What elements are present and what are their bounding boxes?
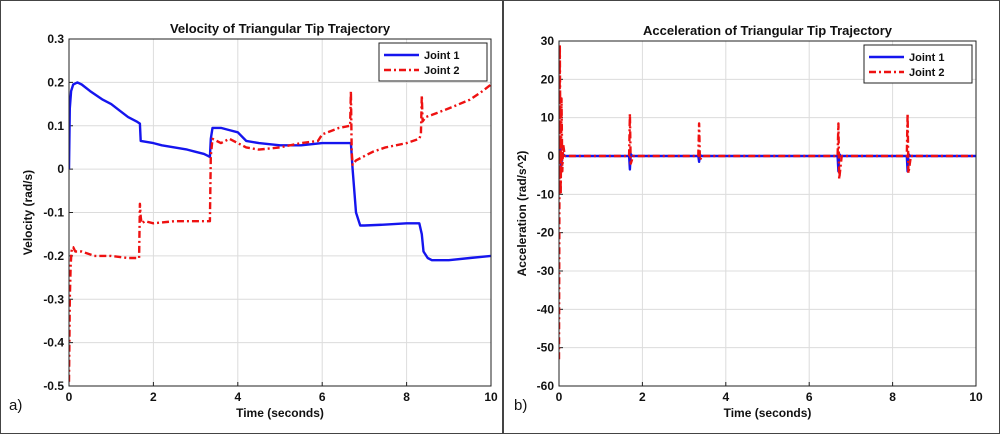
velocity-chart: 0 2 4 6 8 10 -0.5 -0.4 -0.3 -0.2 -0.1 0 0.1 0.2 0.3 Vel… <box>21 21 498 420</box>
chart1-x-tick-label: 2 <box>639 390 646 404</box>
chart0-axes-frame <box>68 38 492 387</box>
velocity-chart-panel: 0 2 4 6 8 10 -0.5 -0.4 -0.3 -0.2 -0.1 0 0.1 0.2 0.3 Vel… <box>0 0 503 434</box>
chart1-x-tick-label: 0 <box>556 390 563 404</box>
chart1-x-axis-label: Time (seconds) <box>724 406 812 420</box>
chart0-y-tick-label: 0.1 <box>47 119 64 133</box>
chart0-x-tick-label: 2 <box>150 390 157 404</box>
acceleration-chart: 0 2 4 6 8 10 -60 -50 -40 -30 -20 -10 0 10 20 30 Accelera… <box>515 23 983 420</box>
chart1-x-tick-label: 4 <box>722 390 729 404</box>
chart1-y-tick-label: -60 <box>537 379 555 393</box>
chart0-x-axis-label: Time (seconds) <box>236 406 324 420</box>
acceleration-chart-panel: 0 2 4 6 8 10 -60 -50 -40 -30 -20 -10 0 10 20 30 Accelera… <box>503 0 1000 434</box>
chart0-x-tick-label: 10 <box>484 390 498 404</box>
chart0-legend-label-joint-1: Joint 1 <box>424 50 459 62</box>
chart1-x-tick-label: 10 <box>969 390 983 404</box>
chart0-y-tick-label: -0.5 <box>43 379 64 393</box>
chart0-y-tick-label: 0 <box>57 162 64 176</box>
chart1-y-tick-label: -30 <box>537 264 555 278</box>
chart1-legend-label-joint-1: Joint 1 <box>909 52 944 64</box>
chart1-y-tick-label: 20 <box>541 72 555 86</box>
chart0-legend-box <box>378 42 488 82</box>
chart0-legend-label-joint-2: Joint 2 <box>424 65 459 77</box>
chart1-plot-area <box>559 41 976 386</box>
chart0-series-line-joint-2 <box>69 83 491 382</box>
chart0-x-tick-label: 0 <box>66 390 73 404</box>
chart1-legend-box <box>863 44 973 84</box>
chart0-y-tick-label: 0.2 <box>47 75 64 89</box>
chart1-axes-frame <box>558 40 977 387</box>
chart1-x-tick-label: 8 <box>889 390 896 404</box>
chart1-title: Acceleration of Triangular Tip Trajector… <box>643 23 893 38</box>
chart0-y-tick-label: -0.3 <box>43 292 64 306</box>
panel-label-a: a) <box>9 397 23 414</box>
chart1-series-line-joint-2 <box>559 43 976 360</box>
chart1-y-tick-label: -10 <box>537 187 555 201</box>
chart0-y-tick-label: 0.3 <box>47 32 64 46</box>
chart1-y-tick-label: 30 <box>541 34 555 48</box>
chart1-y-axis-label: Acceleration (rad/s^2) <box>515 151 529 277</box>
chart0-y-axis-label: Velocity (rad/s) <box>21 170 35 255</box>
chart1-series-group <box>559 43 976 360</box>
chart1-y-tick-label: -20 <box>537 226 555 240</box>
chart1-y-tick-label: -40 <box>537 302 555 316</box>
chart1-y-tick-label: 10 <box>541 111 555 125</box>
chart0-y-tick-label: -0.4 <box>43 336 64 350</box>
chart0-series-group <box>69 81 491 382</box>
chart0-series-line-joint-1 <box>69 81 491 262</box>
chart1-x-tick-label: 6 <box>806 390 813 404</box>
panel-label-b: b) <box>514 397 528 414</box>
chart0-x-tick-label: 4 <box>234 390 241 404</box>
chart0-x-tick-label: 6 <box>319 390 326 404</box>
chart0-x-tick-label: 8 <box>403 390 410 404</box>
chart0-y-tick-label: -0.2 <box>43 249 64 263</box>
chart1-y-tick-label: 0 <box>547 149 554 163</box>
chart1-legend-label-joint-2: Joint 2 <box>909 67 944 79</box>
chart1-y-tick-label: -50 <box>537 341 555 355</box>
chart0-title: Velocity of Triangular Tip Trajectory <box>170 21 391 36</box>
chart0-y-tick-label: -0.1 <box>43 206 64 220</box>
